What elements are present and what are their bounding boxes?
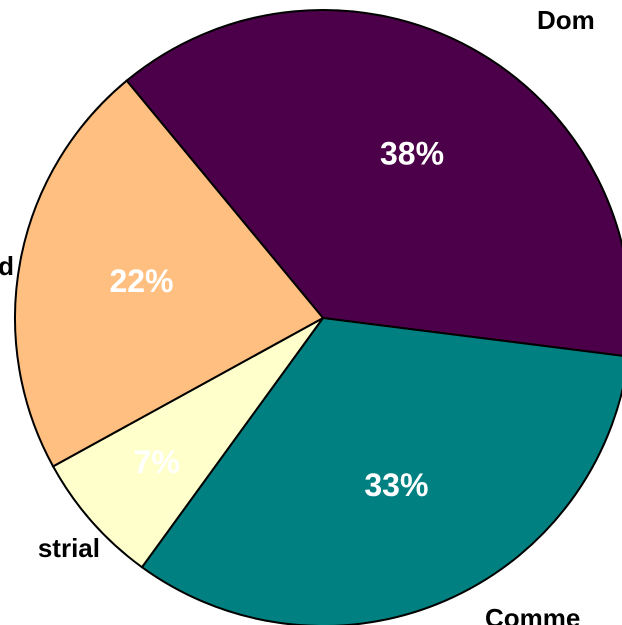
value-label: 7% bbox=[134, 444, 180, 480]
category-label: Dom bbox=[537, 5, 595, 35]
pie-slice bbox=[140, 316, 622, 625]
value-label: 22% bbox=[109, 263, 173, 299]
category-label: Comme bbox=[485, 603, 580, 625]
labels: 38% Dom 33% Comme 7% strial 22% d bbox=[0, 5, 595, 625]
value-label: 33% bbox=[364, 467, 428, 503]
pie-slice bbox=[125, 9, 622, 357]
category-label: strial bbox=[38, 533, 100, 563]
pie-slice bbox=[51, 317, 324, 569]
pie-slice bbox=[14, 79, 325, 468]
category-label: d bbox=[0, 251, 14, 281]
value-label: 38% bbox=[380, 136, 444, 172]
slices bbox=[14, 9, 622, 625]
